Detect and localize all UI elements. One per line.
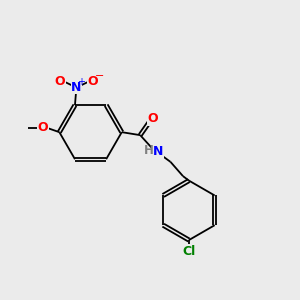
Text: −: − [94,71,104,81]
Text: O: O [88,75,98,88]
Text: H: H [144,143,154,157]
Text: N: N [153,145,163,158]
Text: O: O [38,121,48,134]
Text: O: O [148,112,158,125]
Text: O: O [55,75,65,88]
Text: Cl: Cl [182,245,196,258]
Text: +: + [77,77,86,87]
Text: N: N [71,81,82,94]
